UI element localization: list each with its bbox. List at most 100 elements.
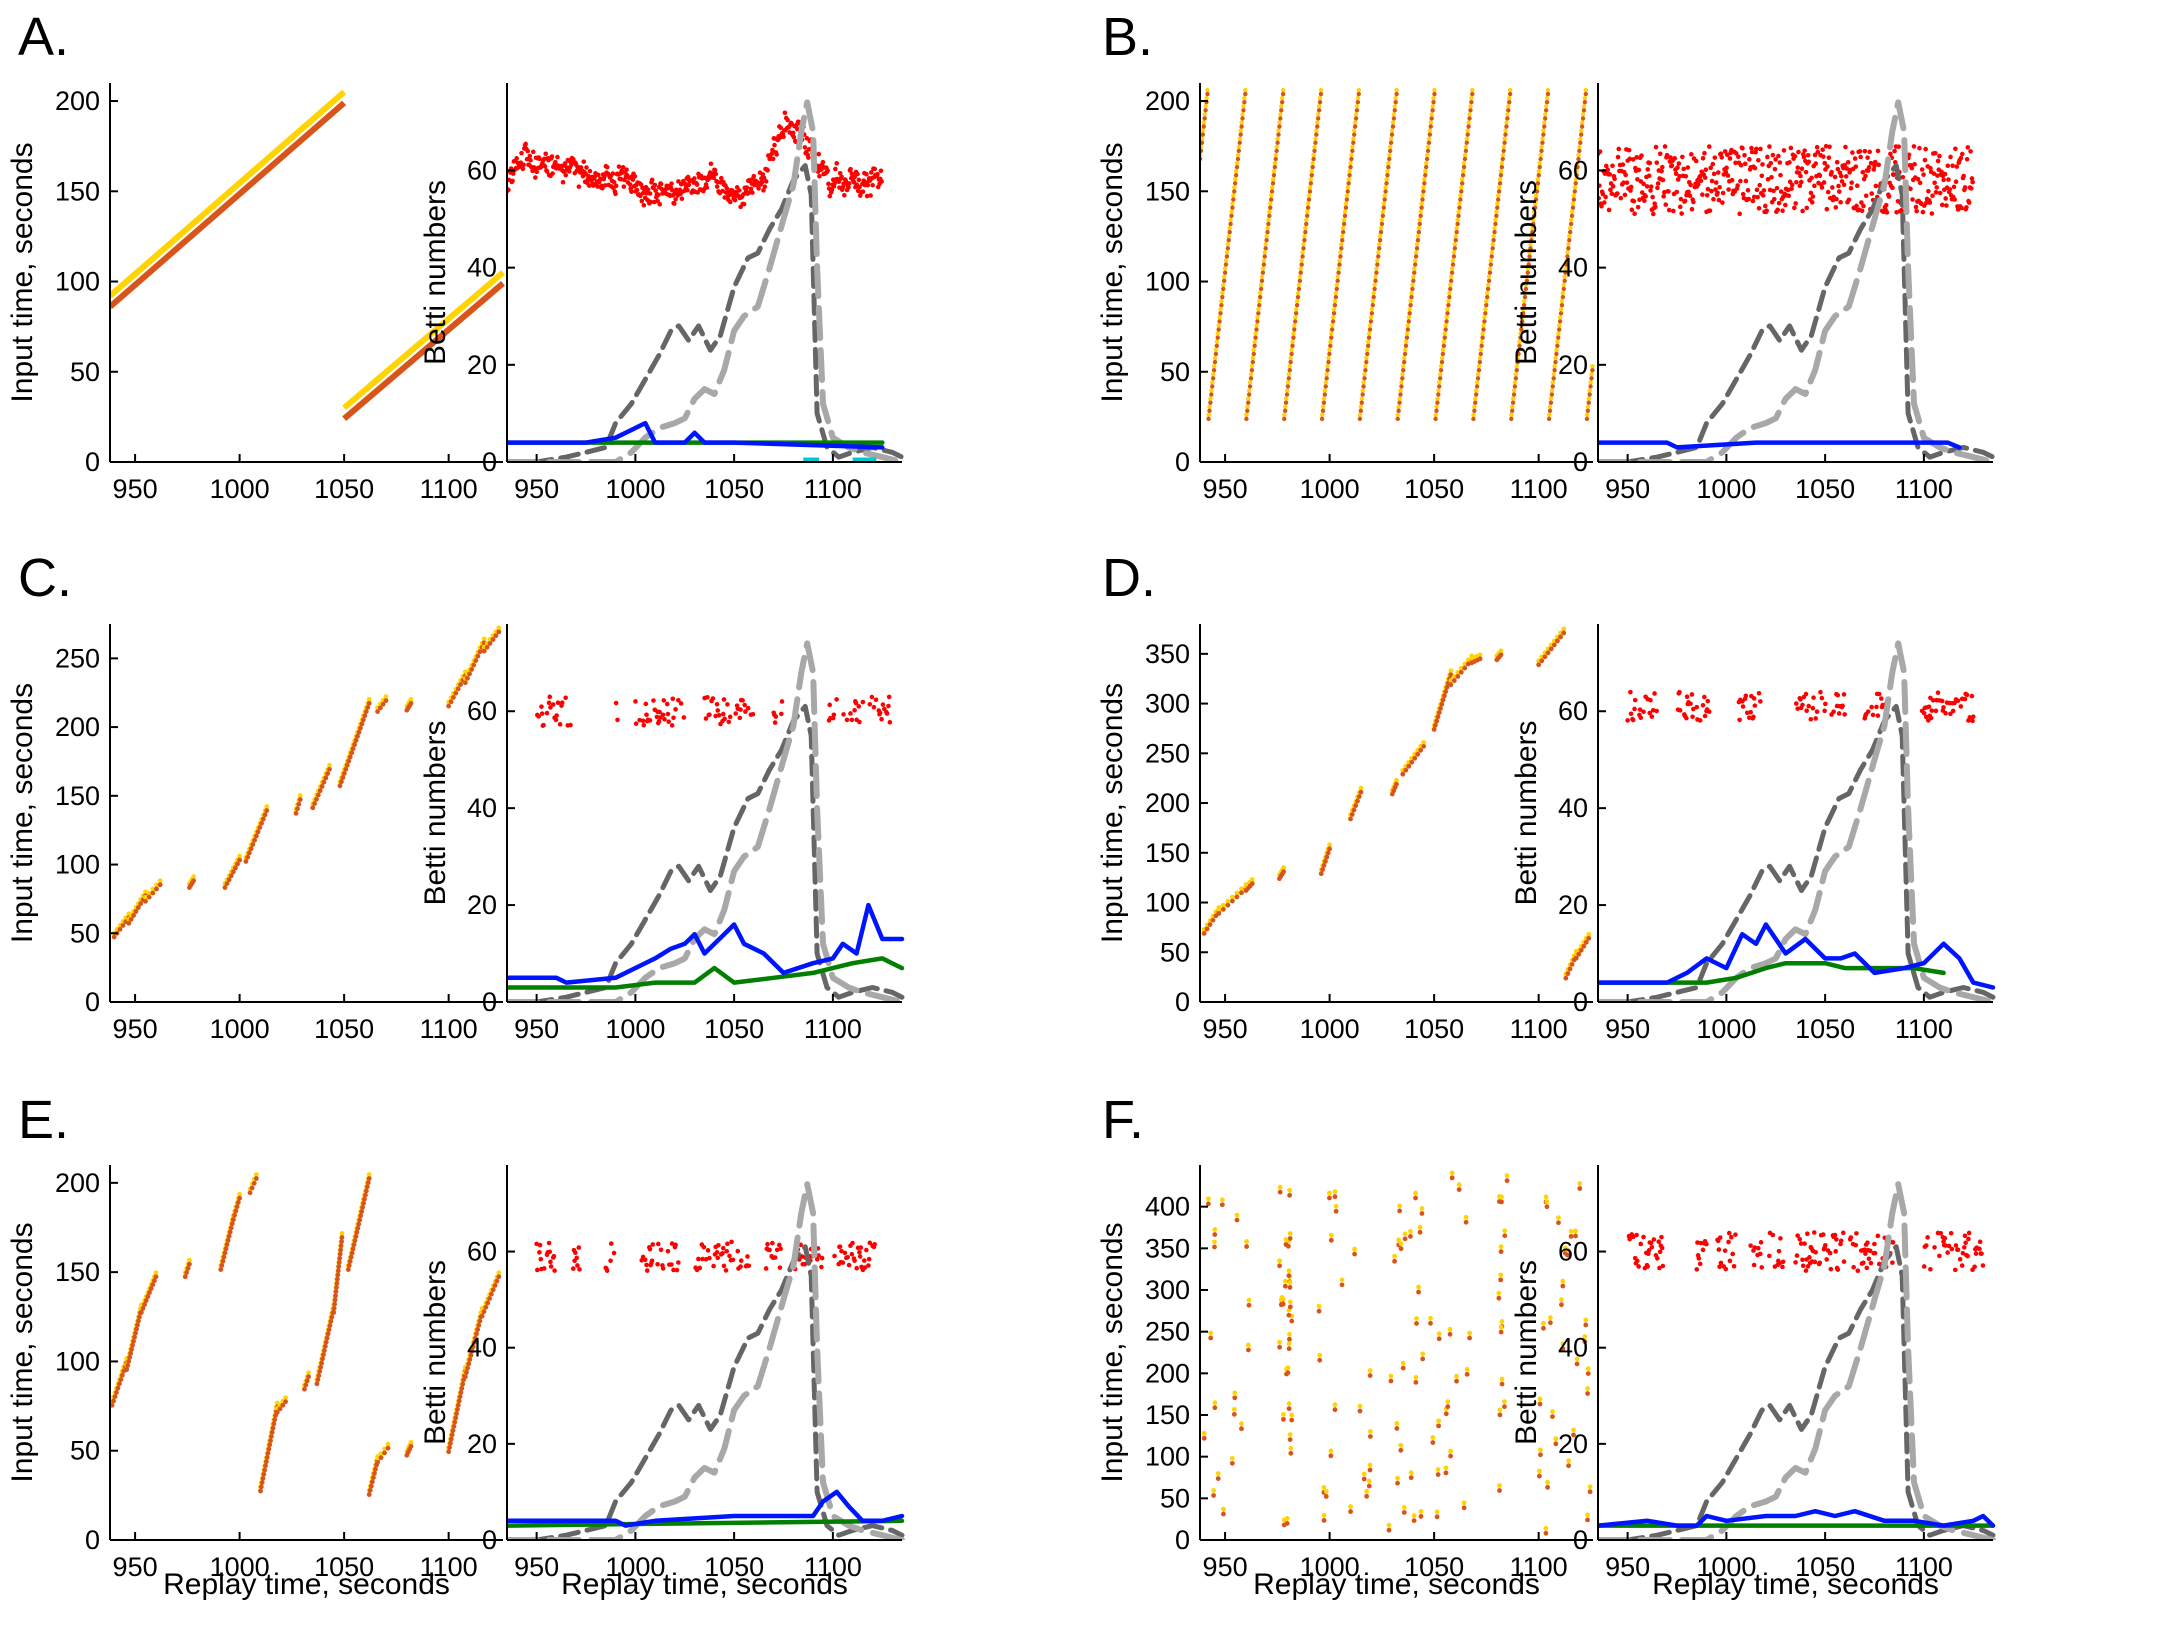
x-tick-label: 950 <box>514 1552 559 1582</box>
betti-scatter-point <box>644 190 649 196</box>
x-tick-label: 1000 <box>605 1014 665 1044</box>
input-point-lower <box>269 1429 275 1435</box>
input-point-upper <box>1494 209 1499 215</box>
betti-scatter-point <box>692 176 697 181</box>
input-point-lower <box>1406 319 1411 324</box>
betti-scatter-point <box>1682 198 1688 204</box>
input-point-upper <box>1327 842 1333 848</box>
betti-scatter-point <box>525 148 531 154</box>
betti-scatter-point <box>1868 160 1874 166</box>
input-point-upper <box>1298 266 1303 271</box>
input-point-upper <box>1364 1488 1370 1494</box>
betti-scatter-point <box>613 191 618 197</box>
input-point-lower <box>350 746 356 752</box>
input-point-lower <box>147 1290 152 1295</box>
input-point-lower <box>1450 262 1456 267</box>
input-point-upper <box>1547 1315 1553 1321</box>
input-point-lower <box>1246 1347 1251 1353</box>
input-point-lower <box>1246 1302 1252 1308</box>
betti-scatter-point <box>1632 211 1637 216</box>
betti-scatter-point <box>772 142 777 148</box>
input-point-lower <box>346 758 352 764</box>
input-point-lower <box>312 801 318 806</box>
input-point-lower <box>337 783 343 789</box>
betti-scatter-point <box>1968 186 1974 191</box>
input-point-lower <box>453 690 459 696</box>
input-point-upper <box>1454 225 1459 231</box>
input-point-lower <box>1537 1401 1543 1407</box>
betti-scatter-point <box>1676 161 1682 166</box>
y-tick-label: 250 <box>55 643 100 673</box>
x-tick-label: 1100 <box>1895 1552 1953 1582</box>
input-point-lower <box>1240 116 1245 121</box>
input-point-lower <box>1221 278 1227 284</box>
input-point-lower <box>1539 658 1545 664</box>
betti-scatter-point <box>649 177 655 183</box>
betti-scatter-point <box>642 1257 648 1263</box>
y-tick-label: 400 <box>1145 1192 1190 1222</box>
input-point-lower <box>1436 392 1441 397</box>
input-point-upper <box>1497 1483 1502 1488</box>
betti-scatter-point <box>1836 183 1841 189</box>
input-point-upper <box>339 1231 345 1236</box>
input-point-lower <box>1568 229 1573 235</box>
input-point-lower <box>1321 1518 1327 1523</box>
betti-scatter-point <box>1724 165 1729 171</box>
betti-scatter-point <box>720 188 725 194</box>
y-tick-label: 200 <box>55 712 100 742</box>
input-point-lower <box>1417 221 1422 227</box>
input-point-upper <box>1293 315 1298 320</box>
input-point-lower <box>1277 124 1282 129</box>
input-point-lower <box>1467 116 1472 121</box>
input-point-upper <box>1520 315 1525 320</box>
input-point-lower <box>1551 376 1556 381</box>
input-point-upper <box>1377 234 1383 239</box>
betti-scatter-point <box>1738 178 1743 184</box>
y-axis-label: Betti numbers <box>1510 1260 1543 1445</box>
betti-scatter-point <box>820 159 826 165</box>
betti-scatter-point <box>1727 156 1733 161</box>
betti-scatter-point <box>1700 1247 1706 1253</box>
input-point-lower <box>1521 302 1527 308</box>
input-point-lower <box>1409 759 1415 765</box>
input-point-lower <box>1537 164 1542 170</box>
betti-scatter-point <box>718 175 724 181</box>
input-point-upper <box>1523 282 1529 288</box>
betti-scatter-point <box>1823 143 1829 149</box>
betti-scatter-point <box>645 187 651 192</box>
input-point-lower <box>465 675 470 681</box>
input-point-lower <box>363 709 369 714</box>
input-point-lower <box>1252 343 1257 348</box>
input-point-upper <box>1275 136 1280 141</box>
input-point-upper <box>1487 266 1493 271</box>
input-point-lower <box>1364 1493 1370 1499</box>
input-point-upper <box>1522 290 1528 296</box>
input-point-lower <box>1287 1236 1293 1241</box>
betti-scatter-point <box>1959 205 1964 211</box>
input-point-upper <box>1483 307 1488 312</box>
input-point-upper <box>1555 339 1560 344</box>
betti-scatter-point <box>779 699 785 704</box>
betti-scatter-point <box>1627 156 1633 162</box>
betti-scatter-point <box>790 130 796 136</box>
input-point-lower <box>1363 367 1368 373</box>
input-point-lower <box>469 1348 475 1354</box>
input-point-upper <box>1588 380 1593 385</box>
input-point-lower <box>1309 173 1314 178</box>
input-point-upper <box>1446 298 1451 304</box>
input-point-lower <box>1284 1521 1290 1526</box>
betti-scatter-point <box>641 722 647 728</box>
y-tick-label: 0 <box>85 447 100 477</box>
input-point-lower <box>225 1238 231 1243</box>
betti-scatter-point <box>610 171 616 176</box>
input-point-lower <box>1522 294 1528 300</box>
betti-scatter-point <box>857 184 862 190</box>
input-point-lower <box>338 1243 344 1249</box>
input-point-lower <box>1561 630 1567 636</box>
y-tick-label: 40 <box>1558 793 1588 823</box>
input-point-lower <box>332 1297 338 1303</box>
input-point-lower <box>492 1283 498 1288</box>
input-point-upper <box>1389 128 1395 133</box>
y-tick-label: 150 <box>1145 838 1190 868</box>
betti-scatter-point <box>778 125 784 131</box>
